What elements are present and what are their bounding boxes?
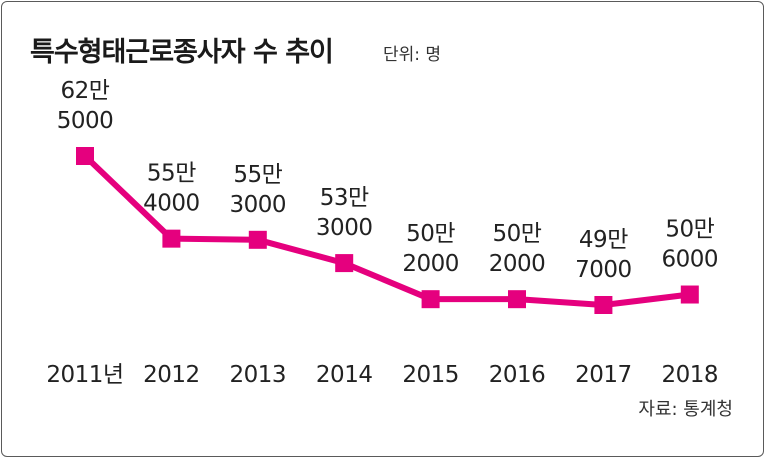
chart-title: 특수형태근로종사자 수 추이 bbox=[30, 37, 334, 68]
data-label-layer: 62만 5000 55만 4000 55만 3000 53만 3000 50만 2000 50만 20… bbox=[57, 78, 719, 283]
data-label: 6000 bbox=[662, 247, 719, 273]
data-point-marker bbox=[421, 290, 440, 309]
data-point-marker bbox=[248, 230, 267, 249]
marker-layer bbox=[76, 147, 699, 314]
data-label: 53만 bbox=[320, 185, 369, 211]
data-label: 2000 bbox=[489, 251, 546, 277]
series-layer bbox=[82, 153, 691, 308]
data-point-marker bbox=[76, 147, 94, 165]
data-label: 49만 bbox=[579, 227, 628, 253]
data-label: 5000 bbox=[57, 108, 114, 134]
data-label: 4000 bbox=[143, 191, 200, 217]
x-tick-label: 2016 bbox=[489, 362, 546, 388]
data-point-marker bbox=[508, 290, 526, 309]
data-label: 50만 bbox=[406, 221, 455, 247]
x-tick-label: 2013 bbox=[230, 362, 287, 388]
data-label: 55만 bbox=[147, 161, 196, 187]
series-line bbox=[82, 153, 691, 308]
data-label: 62만 bbox=[61, 78, 110, 104]
data-point-marker bbox=[680, 285, 699, 304]
unit-label: 단위: 명 bbox=[383, 45, 442, 65]
x-tick-label: 2014 bbox=[316, 362, 373, 388]
data-label: 3000 bbox=[316, 215, 373, 241]
x-tick-label: 2017 bbox=[575, 362, 632, 388]
source-note: 자료: 통계청 bbox=[638, 399, 733, 420]
data-point-marker bbox=[594, 296, 613, 314]
data-label: 2000 bbox=[402, 251, 459, 277]
data-label: 55만 bbox=[233, 162, 282, 188]
data-point-marker bbox=[162, 229, 181, 248]
x-tick-label: 2011년 bbox=[46, 362, 123, 388]
x-tick-label: 2018 bbox=[662, 362, 719, 388]
x-tick-label: 2015 bbox=[402, 362, 459, 388]
data-label: 50만 bbox=[665, 217, 714, 243]
x-axis-ticks: 2011년 2012 2013 2014 2015 2016 2017 2018 bbox=[46, 362, 718, 388]
data-point-marker bbox=[335, 254, 354, 273]
data-label: 3000 bbox=[230, 192, 287, 218]
data-label: 50만 bbox=[493, 221, 542, 247]
x-tick-label: 2012 bbox=[143, 362, 200, 388]
data-label: 7000 bbox=[575, 257, 632, 283]
